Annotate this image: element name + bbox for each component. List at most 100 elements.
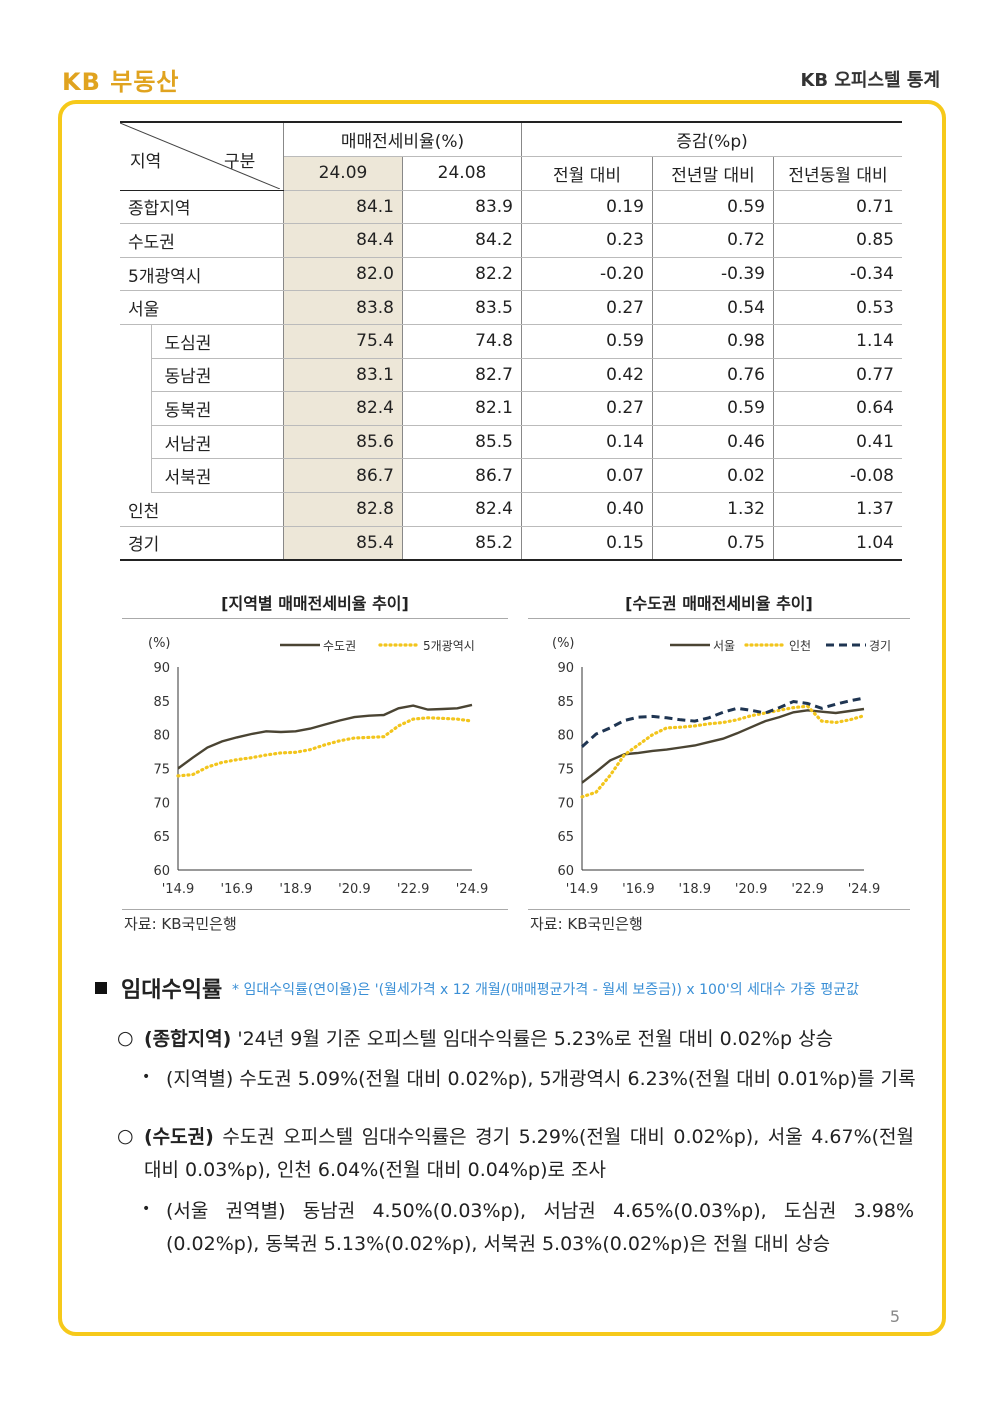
table-row: 동북권 82.4 82.1 0.27 0.59 0.64 <box>120 391 902 426</box>
value-cell: 0.15 <box>521 526 653 562</box>
value-cell: 86.7 <box>402 458 522 493</box>
y-unit-label: (%) <box>148 636 171 651</box>
table-row: 도심권 75.4 74.8 0.59 0.98 1.14 <box>120 324 902 359</box>
value-cell: 83.1 <box>283 358 403 393</box>
table-corner: 지역 구분 <box>120 120 284 191</box>
square-bullet-icon <box>95 982 107 994</box>
chart-capital: (%) 90 85 80 75 70 65 60 '14.9 '16.9 '18.9 '20.9 '22… <box>552 636 891 897</box>
value-cell: 0.23 <box>521 223 653 258</box>
x-tick-label: '20.9 <box>338 882 371 897</box>
value-cell: 1.14 <box>773 324 902 359</box>
value-cell: 83.9 <box>402 190 522 225</box>
page-frame <box>58 100 946 1336</box>
table-body: 종합지역 84.1 83.9 0.19 0.59 0.71 수도권 84.4 84.2 0.23 0… <box>120 190 902 562</box>
x-tick-label: '22.9 <box>397 882 430 897</box>
region-cell: 5개광역시 <box>120 257 284 292</box>
value-cell: 82.2 <box>402 257 522 292</box>
source-left: 자료: KB국민은행 <box>124 915 237 933</box>
x-tick-label: '18.9 <box>679 882 712 897</box>
region-cell: 종합지역 <box>120 190 284 225</box>
section-title: 임대수익률 <box>121 978 223 1003</box>
x-tick-label: '24.9 <box>456 882 489 897</box>
x-tick-label: '14.9 <box>162 882 195 897</box>
value-cell: 85.5 <box>402 425 522 460</box>
value-cell: 82.7 <box>402 358 522 393</box>
subregion-cell: 서북권 <box>151 458 284 493</box>
value-cell: 1.37 <box>773 492 902 527</box>
region-cell: 서울 <box>120 290 284 325</box>
circle-bullet-icon: ○ <box>117 1027 134 1049</box>
value-cell: 0.14 <box>521 425 653 460</box>
y-tick-label: 65 <box>557 830 574 845</box>
chart-rule-bottom-left <box>122 909 508 910</box>
col-header-2408: 24.08 <box>402 156 522 191</box>
value-cell: 1.04 <box>773 526 902 562</box>
paragraph-capital-head: (수도권) <box>144 1126 214 1148</box>
kb-logo: KB 부동산 <box>62 68 180 96</box>
legend-label: 수도권 <box>323 639 356 653</box>
value-cell: 1.32 <box>652 492 774 527</box>
table-row: 경기 85.4 85.2 0.15 0.75 1.04 <box>120 526 902 562</box>
legend-label: 경기 <box>869 639 891 653</box>
y-tick-label: 90 <box>153 661 170 676</box>
subregion-cell: 도심권 <box>151 324 284 359</box>
value-cell: 0.59 <box>521 324 653 359</box>
value-cell: 82.0 <box>283 257 403 292</box>
x-tick-label: '14.9 <box>566 882 599 897</box>
subregion-cell: 서남권 <box>151 425 284 460</box>
y-tick-label: 85 <box>557 695 574 710</box>
table-row: 서북권 86.7 86.7 0.07 0.02 -0.08 <box>120 458 902 493</box>
legend-label: 5개광역시 <box>423 639 475 653</box>
table-row: 수도권 84.4 84.2 0.23 0.72 0.85 <box>120 223 902 258</box>
source-right: 자료: KB국민은행 <box>530 915 643 933</box>
chart-title-left: [지역별 매매전세비율 추이] <box>221 594 409 613</box>
value-cell: 85.2 <box>402 526 522 562</box>
group-header-ratio: 매매전세비율(%) <box>283 121 522 157</box>
value-cell: 84.1 <box>283 190 403 225</box>
dot-bullet-icon: • <box>142 1069 151 1085</box>
legend-label: 인천 <box>789 638 811 653</box>
y-tick-label: 80 <box>153 729 170 744</box>
chart-rule-bottom-right <box>528 909 910 910</box>
paragraph-capital: (수도권) 수도권 오피스텔 임대수익률은 경기 5.29%(전월 대비 0.0… <box>144 1121 914 1187</box>
y-tick-label: 75 <box>153 763 170 778</box>
x-tick-label: '20.9 <box>735 882 768 897</box>
series-line-1 <box>580 704 866 799</box>
value-cell: 84.4 <box>283 223 403 258</box>
col-header-mom: 전월 대비 <box>521 156 653 191</box>
value-cell: 82.1 <box>402 391 522 426</box>
x-tick-label: '24.9 <box>848 882 881 897</box>
value-cell: 86.7 <box>283 458 403 493</box>
col-header-yoy: 전년동월 대비 <box>773 156 902 191</box>
value-cell: 0.07 <box>521 458 653 493</box>
indent-cell <box>120 459 152 493</box>
value-cell: 0.59 <box>652 190 774 225</box>
subregion-cell: 동남권 <box>151 358 284 393</box>
value-cell: 83.5 <box>402 290 522 325</box>
paragraph-capital-text: 수도권 오피스텔 임대수익률은 경기 5.29%(전월 대비 0.02%p), … <box>144 1126 914 1181</box>
indent-cell <box>120 324 152 358</box>
y-tick-label: 65 <box>153 830 170 845</box>
y-tick-label: 70 <box>557 796 574 811</box>
value-cell: 0.46 <box>652 425 774 460</box>
subregion-cell: 동북권 <box>151 391 284 426</box>
corner-region-label: 지역 <box>130 152 162 172</box>
col-header-ytd: 전년말 대비 <box>652 156 774 191</box>
region-cell: 경기 <box>120 526 284 562</box>
paragraph-seoul: (서울 권역별) 동남권 4.50%(0.03%p), 서남권 4.65%(0.… <box>166 1200 914 1255</box>
region-cell: 인천 <box>120 492 284 527</box>
value-cell: 0.02 <box>652 458 774 493</box>
value-cell: 0.40 <box>521 492 653 527</box>
x-tick-label: '18.9 <box>279 882 312 897</box>
section-heading: 임대수익률 <box>95 972 222 1004</box>
value-cell: 82.4 <box>402 492 522 527</box>
value-cell: 0.64 <box>773 391 902 426</box>
value-cell: 85.4 <box>283 526 403 562</box>
paragraph-regional: (지역별) 수도권 5.09%(전월 대비 0.02%p), 5개광역시 6.2… <box>166 1068 916 1090</box>
value-cell: 0.72 <box>652 223 774 258</box>
chart-regional: (%) 90 85 80 75 70 65 60 '14.9 '16.9 '18.9 '20.9 '22… <box>148 636 489 897</box>
y-tick-label: 75 <box>557 763 574 778</box>
value-cell: 74.8 <box>402 324 522 359</box>
region-cell: 수도권 <box>120 223 284 258</box>
corner-diagonal <box>120 123 280 189</box>
